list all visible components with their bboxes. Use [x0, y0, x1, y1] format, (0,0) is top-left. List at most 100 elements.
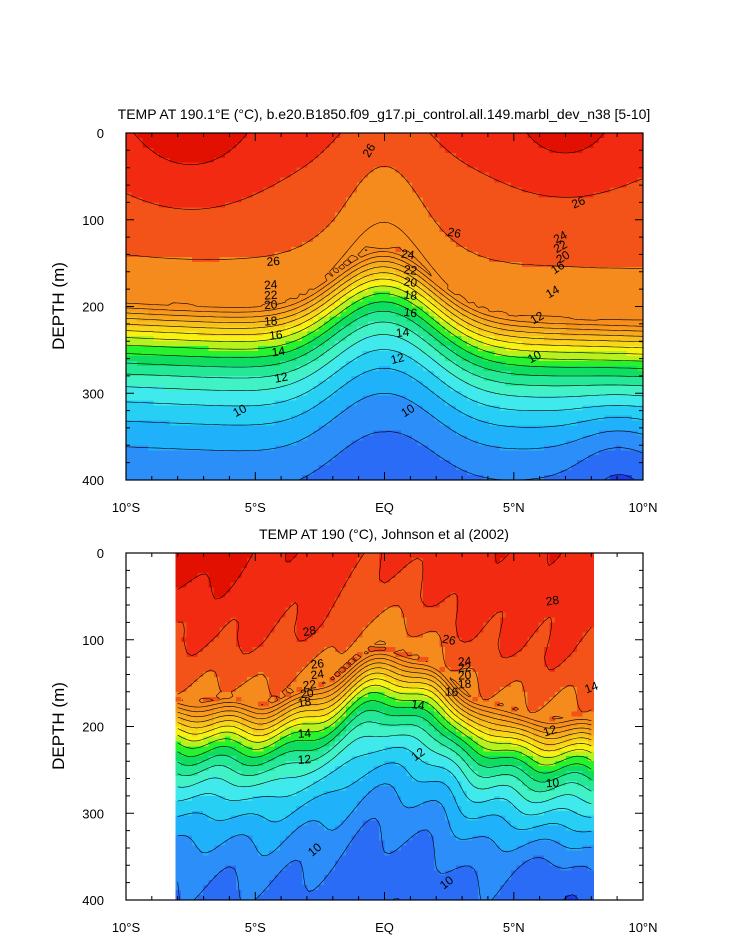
contour-fill-cell: [329, 261, 336, 268]
contour-fill-cell: [412, 361, 419, 367]
contour-fill-cell: [181, 465, 188, 471]
contour-fill-cell: [137, 237, 144, 243]
contour-fill-cell: [203, 460, 210, 466]
contour-fill-cell: [313, 435, 320, 441]
contour-fill-cell: [131, 306, 138, 313]
contour-fill-cell: [340, 311, 347, 318]
contour-fill-cell: [313, 336, 320, 342]
contour-fill-cell: [126, 212, 133, 218]
contour-fill-cell: [252, 232, 259, 238]
contour-fill-cell: [170, 202, 177, 208]
contour-fill-cell: [445, 420, 452, 427]
contour-fill-cell: [203, 336, 210, 342]
contour-fill-cell: [258, 351, 265, 357]
contour-fill-cell: [137, 281, 144, 288]
contour-fill-cell: [197, 405, 204, 412]
contour-fill-cell: [384, 405, 391, 412]
contour-fill-cell: [252, 256, 259, 263]
contour-fill-cell: [412, 430, 419, 436]
contour-fill-cell: [456, 440, 463, 446]
contour-fill-cell: [412, 222, 419, 228]
contour-fill-cell: [511, 291, 518, 298]
contour-fill-cell: [494, 306, 501, 313]
contour-fill-cell: [450, 455, 457, 461]
contour-fill-cell: [148, 217, 155, 223]
contour-fill-cell: [379, 133, 386, 139]
contour-fill-cell: [142, 182, 149, 189]
contour-fill-cell: [285, 435, 292, 441]
contour-fill-cell: [285, 291, 292, 298]
contour-fill-cell: [472, 147, 479, 154]
contour-fill-cell: [269, 475, 276, 480]
contour-fill-cell: [274, 356, 281, 362]
contour-fill-cell: [241, 152, 248, 159]
contour-fill-cell: [296, 326, 303, 332]
contour-fill-cell: [291, 217, 298, 223]
contour-fill-cell: [263, 435, 270, 441]
contour-fill-cell: [450, 301, 457, 308]
contour-fill-cell: [225, 276, 232, 283]
contour-fill-cell: [428, 395, 435, 402]
contour-fill-cell: [258, 227, 265, 233]
contour-fill-cell: [280, 455, 287, 461]
contour-fill-cell: [368, 217, 375, 223]
contour-fill-cell: [340, 450, 347, 456]
contour-fill-cell: [131, 276, 138, 283]
contour-fill-cell: [252, 321, 259, 327]
contour-fill-cell: [252, 212, 259, 218]
contour-fill-cell: [368, 420, 375, 427]
contour-fill-cell: [225, 460, 232, 466]
contour-fill-cell: [291, 400, 298, 407]
contour-fill-cell: [219, 197, 226, 203]
contour-fill-cell: [263, 276, 270, 283]
contour-fill-cell: [340, 316, 347, 322]
contour-fill-cell: [252, 336, 259, 342]
contour-fill-cell: [500, 286, 507, 293]
contour-fill-cell: [186, 361, 193, 367]
contour-fill-cell: [500, 400, 507, 407]
contour-fill-cell: [126, 137, 133, 144]
contour-fill-cell: [483, 242, 490, 248]
contour-fill-cell: [269, 182, 276, 189]
contour-fill-cell: [247, 142, 254, 149]
contour-fill-cell: [274, 440, 281, 446]
contour-fill-cell: [423, 326, 430, 332]
contour-fill-cell: [384, 346, 391, 352]
contour-fill-cell: [307, 142, 314, 149]
contour-fill-cell: [335, 172, 342, 179]
contour-fill-cell: [500, 450, 507, 456]
contour-fill-cell: [318, 361, 325, 367]
contour-fill-cell: [505, 356, 512, 362]
contour-fill-cell: [164, 192, 171, 199]
contour-fill-cell: [384, 460, 391, 466]
contour-fill-cell: [274, 390, 281, 397]
contour-fill-cell: [203, 410, 210, 417]
contour-fill-cell: [302, 242, 309, 248]
contour-fill-cell: [379, 475, 386, 480]
contour-fill-cell: [236, 207, 243, 213]
contour-fill-cell: [357, 470, 364, 476]
contour-fill-cell: [494, 237, 501, 243]
contour-fill-cell: [368, 460, 375, 466]
contour-fill-cell: [494, 286, 501, 293]
contour-fill-cell: [214, 385, 221, 392]
contour-fill-cell: [373, 465, 380, 471]
contour-fill-cell: [280, 301, 287, 308]
contour-fill-cell: [263, 137, 270, 144]
contour-fill-cell: [335, 137, 342, 144]
contour-fill-cell: [186, 440, 193, 446]
contour-fill-cell: [390, 341, 397, 347]
contour-fill-cell: [258, 336, 265, 342]
contour-fill-cell: [351, 152, 358, 159]
contour-fill-cell: [230, 217, 237, 223]
contour-fill-cell: [258, 370, 265, 377]
contour-fill-cell: [214, 410, 221, 417]
contour-fill-cell: [505, 405, 512, 412]
contour-fill-cell: [164, 271, 171, 278]
contour-fill-cell: [472, 306, 479, 313]
contour-fill-cell: [335, 420, 342, 427]
contour-fill-cell: [395, 470, 402, 476]
contour-fill-cell: [511, 212, 518, 218]
contour-fill-cell: [153, 465, 160, 471]
contour-fill-cell: [428, 316, 435, 322]
